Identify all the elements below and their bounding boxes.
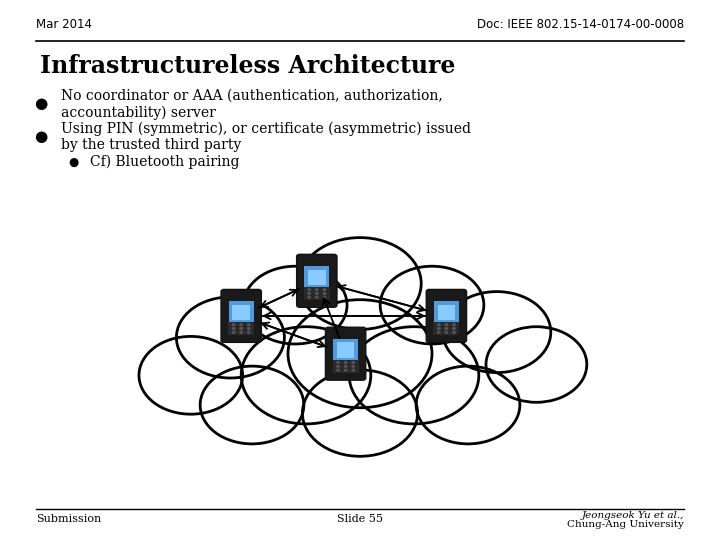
- Circle shape: [248, 328, 250, 329]
- Circle shape: [453, 328, 455, 329]
- FancyBboxPatch shape: [433, 322, 459, 335]
- Circle shape: [233, 328, 235, 329]
- Circle shape: [416, 366, 520, 444]
- FancyBboxPatch shape: [434, 301, 459, 326]
- FancyBboxPatch shape: [297, 254, 337, 307]
- FancyBboxPatch shape: [233, 305, 250, 320]
- Text: No coordinator or AAA (authentication, authorization,: No coordinator or AAA (authentication, a…: [61, 89, 443, 103]
- Circle shape: [240, 324, 243, 326]
- FancyBboxPatch shape: [438, 305, 455, 320]
- Circle shape: [308, 296, 310, 298]
- Circle shape: [176, 297, 284, 378]
- Text: Using PIN (symmetric), or certificate (asymmetric) issued: Using PIN (symmetric), or certificate (a…: [61, 122, 471, 136]
- Circle shape: [302, 370, 418, 456]
- Circle shape: [486, 327, 587, 402]
- Circle shape: [315, 293, 318, 294]
- Circle shape: [453, 332, 455, 333]
- Text: ●: ●: [35, 129, 48, 144]
- FancyBboxPatch shape: [228, 322, 254, 335]
- Circle shape: [308, 293, 310, 294]
- Text: by the trusted third party: by the trusted third party: [61, 138, 241, 152]
- Circle shape: [323, 296, 325, 298]
- Circle shape: [248, 324, 250, 326]
- Text: ●: ●: [35, 96, 48, 111]
- Circle shape: [288, 300, 432, 408]
- Circle shape: [443, 292, 551, 373]
- Circle shape: [344, 366, 347, 367]
- Circle shape: [438, 332, 440, 333]
- Circle shape: [344, 369, 347, 371]
- Circle shape: [337, 362, 339, 363]
- FancyBboxPatch shape: [304, 287, 330, 300]
- FancyBboxPatch shape: [333, 339, 358, 364]
- Text: Chung-Ang University: Chung-Ang University: [567, 521, 684, 529]
- Text: Submission: Submission: [36, 515, 102, 524]
- Text: accountability) server: accountability) server: [61, 105, 216, 119]
- Circle shape: [233, 332, 235, 333]
- Circle shape: [380, 266, 484, 344]
- Circle shape: [323, 293, 325, 294]
- Circle shape: [352, 366, 354, 367]
- Circle shape: [438, 324, 440, 326]
- Text: ●: ●: [68, 156, 78, 168]
- FancyBboxPatch shape: [229, 301, 253, 326]
- Circle shape: [352, 369, 354, 371]
- Circle shape: [445, 328, 448, 329]
- Circle shape: [445, 332, 448, 333]
- Circle shape: [241, 327, 371, 424]
- Text: Infrastructureless Architecture: Infrastructureless Architecture: [40, 54, 455, 78]
- FancyBboxPatch shape: [221, 289, 261, 342]
- Circle shape: [200, 366, 304, 444]
- Circle shape: [438, 328, 440, 329]
- Circle shape: [352, 362, 354, 363]
- Circle shape: [323, 289, 325, 291]
- Circle shape: [337, 366, 339, 367]
- Circle shape: [315, 296, 318, 298]
- FancyBboxPatch shape: [305, 266, 329, 291]
- Text: Slide 55: Slide 55: [337, 515, 383, 524]
- Circle shape: [445, 324, 448, 326]
- Circle shape: [299, 238, 421, 329]
- FancyBboxPatch shape: [337, 342, 354, 357]
- Circle shape: [337, 369, 339, 371]
- FancyBboxPatch shape: [426, 289, 467, 342]
- Circle shape: [315, 289, 318, 291]
- FancyBboxPatch shape: [308, 269, 325, 285]
- Circle shape: [453, 324, 455, 326]
- Circle shape: [344, 362, 347, 363]
- Text: Cf) Bluetooth pairing: Cf) Bluetooth pairing: [90, 155, 240, 169]
- Circle shape: [349, 327, 479, 424]
- Circle shape: [233, 324, 235, 326]
- Circle shape: [240, 328, 243, 329]
- Circle shape: [139, 336, 243, 414]
- Circle shape: [248, 332, 250, 333]
- FancyBboxPatch shape: [325, 327, 366, 380]
- Text: Jeongseok Yu et al.,: Jeongseok Yu et al.,: [582, 511, 684, 519]
- Text: Doc: IEEE 802.15-14-0174-00-0008: Doc: IEEE 802.15-14-0174-00-0008: [477, 18, 684, 31]
- FancyBboxPatch shape: [333, 360, 359, 373]
- Circle shape: [308, 289, 310, 291]
- Circle shape: [243, 266, 347, 344]
- Text: Mar 2014: Mar 2014: [36, 18, 92, 31]
- Circle shape: [240, 332, 243, 333]
